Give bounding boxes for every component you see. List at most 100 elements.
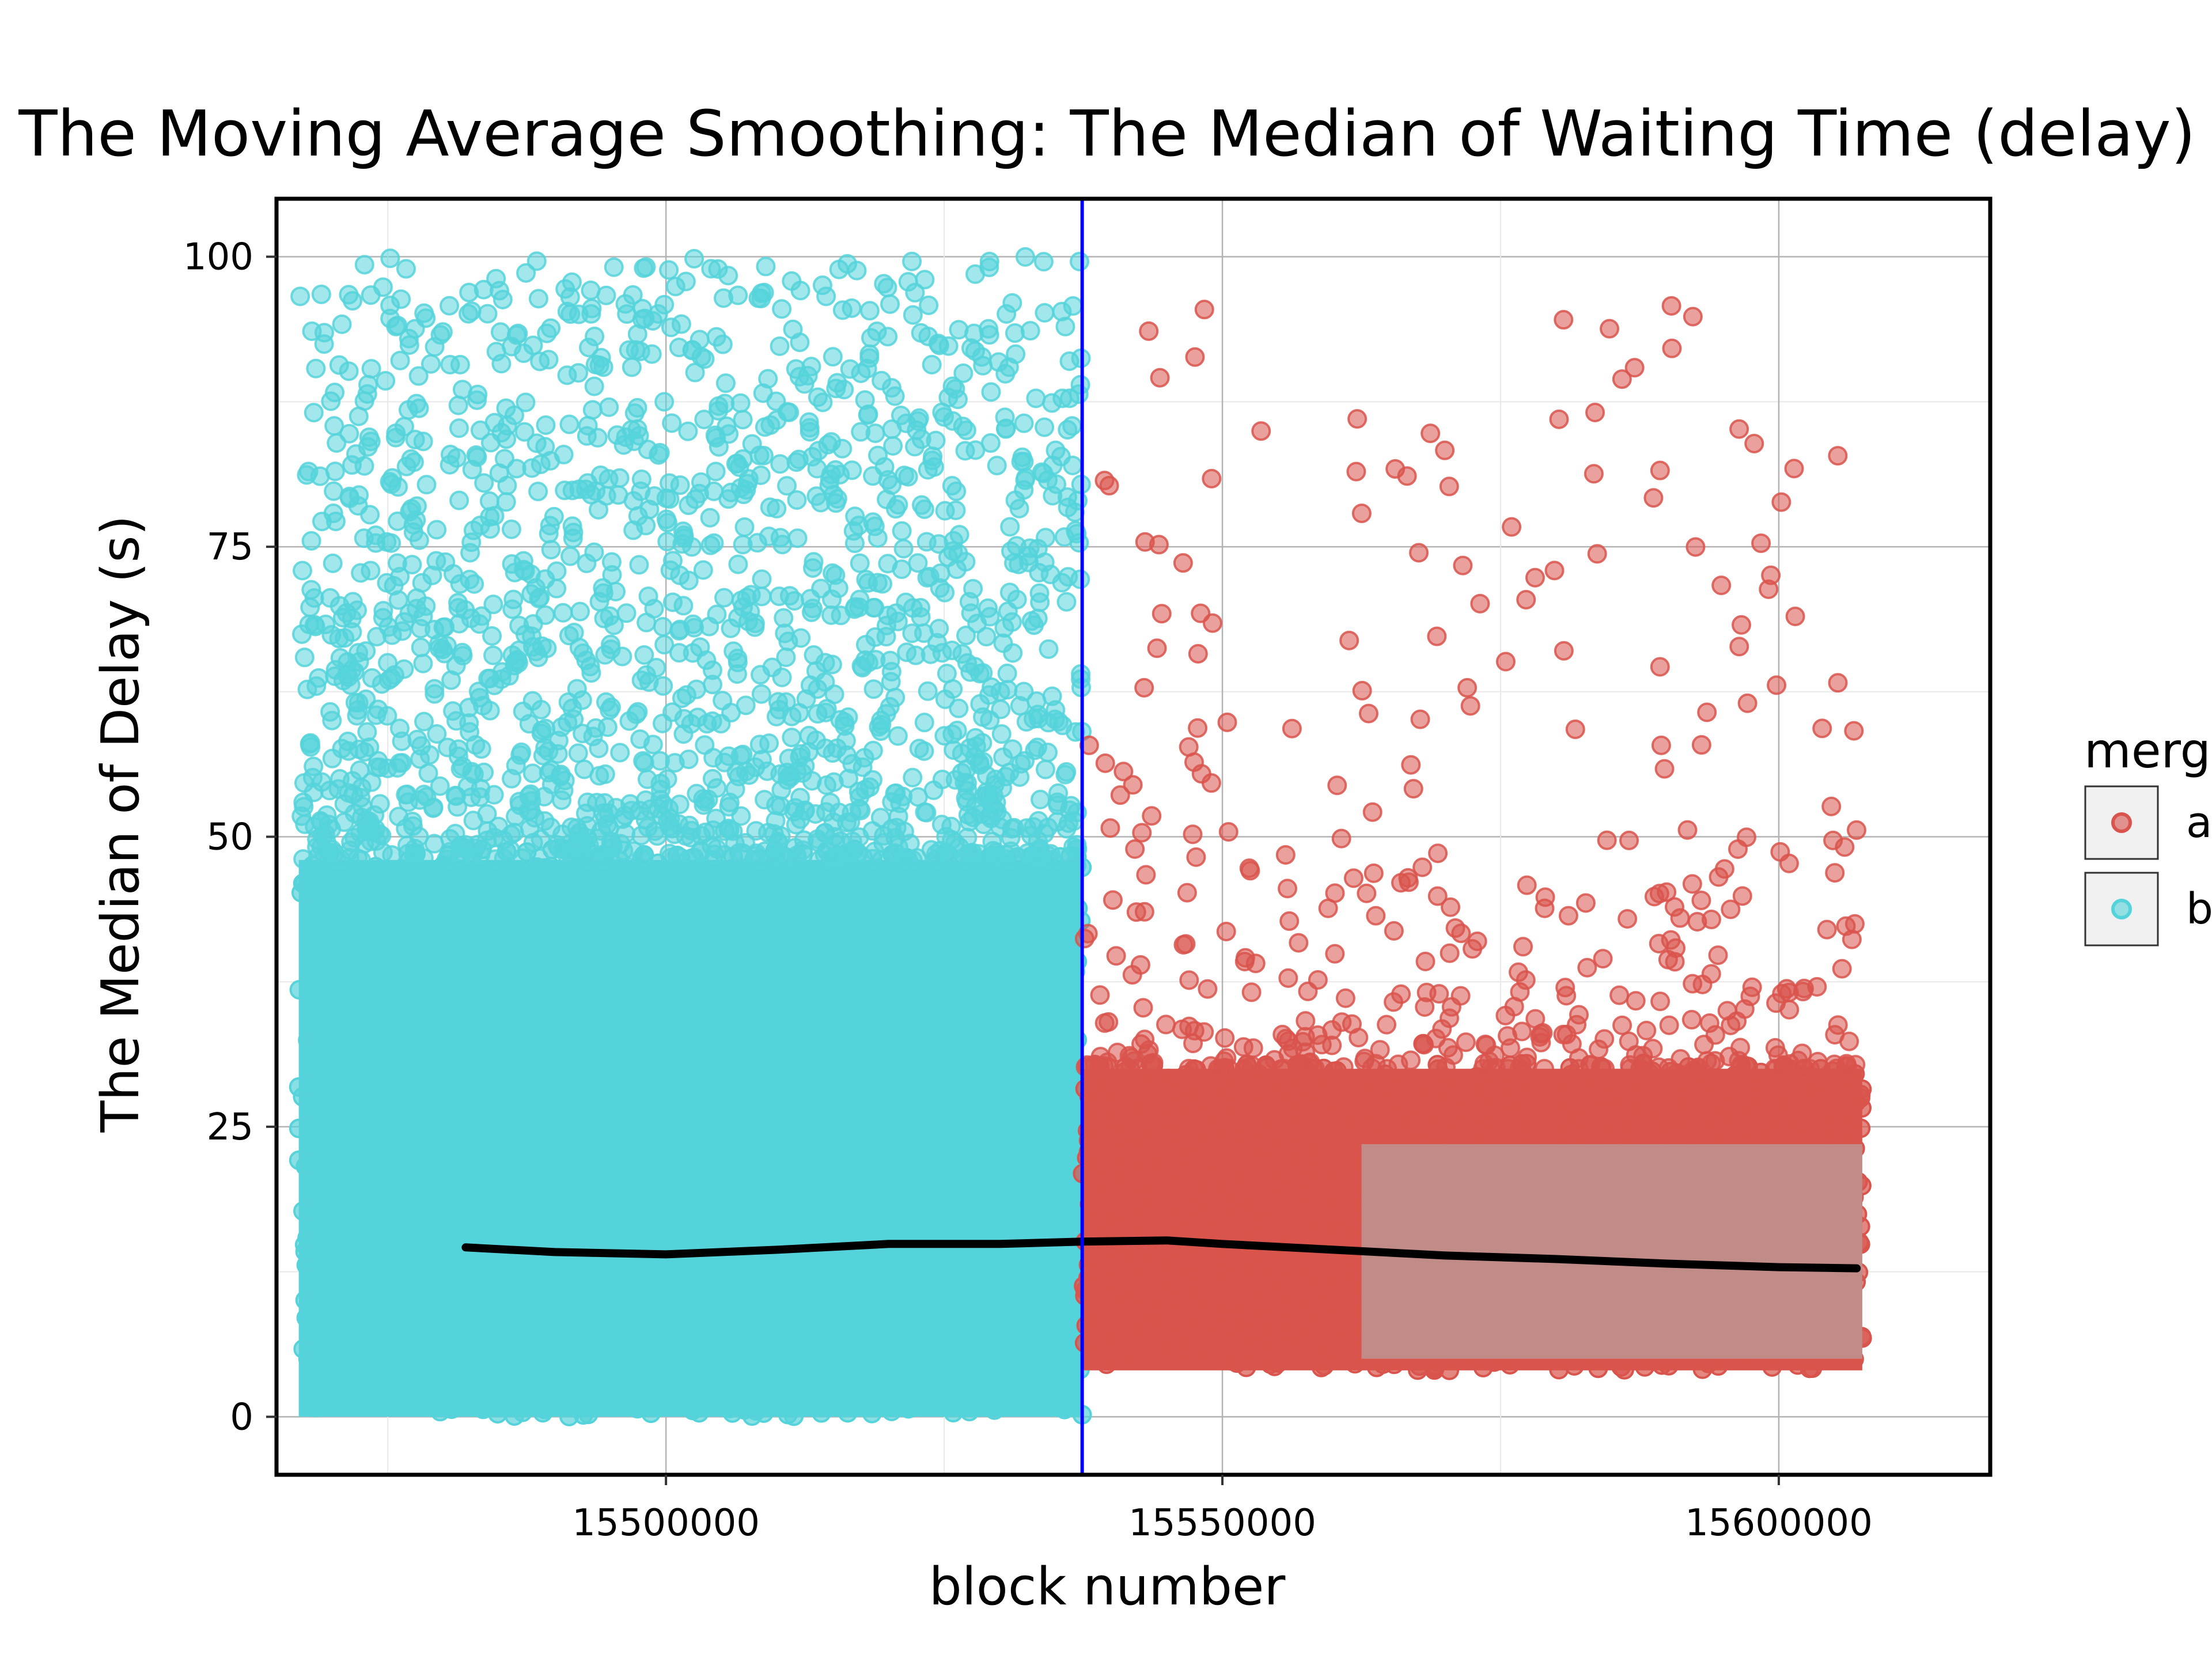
point-b (881, 1402, 902, 1422)
point-b (683, 1274, 703, 1294)
point-a (1624, 358, 1645, 378)
point-b (305, 920, 325, 940)
point-a (1577, 957, 1597, 978)
point-b (528, 1316, 548, 1336)
point-a (1639, 1084, 1660, 1104)
point-a (1828, 673, 1848, 693)
point-a (1722, 1089, 1742, 1109)
point-b (691, 472, 711, 492)
point-b (562, 272, 582, 292)
point-b (643, 735, 663, 755)
point-b (908, 411, 928, 431)
point-a (1645, 1104, 1665, 1125)
point-b (842, 1036, 862, 1057)
point-b (960, 738, 980, 758)
point-b (954, 849, 974, 869)
point-a (1585, 402, 1605, 422)
point-b (690, 1113, 710, 1133)
point-b (793, 981, 813, 1001)
point-b (905, 283, 925, 303)
point-b (450, 759, 471, 779)
point-b (956, 1034, 976, 1054)
point-b (1003, 643, 1023, 663)
point-b (577, 553, 597, 573)
point-b (1009, 554, 1029, 574)
point-a (1327, 775, 1347, 796)
point-b (339, 423, 359, 444)
point-b (389, 753, 410, 773)
point-b (711, 714, 731, 734)
point-a (1347, 409, 1368, 429)
point-b (783, 1295, 804, 1315)
point-b (293, 1339, 313, 1359)
point-a (1075, 1057, 1096, 1077)
point-b (1069, 533, 1089, 553)
point-b (361, 359, 381, 379)
point-b (999, 1038, 1019, 1058)
point-b (527, 251, 547, 271)
point-b (732, 959, 752, 979)
point-b (958, 805, 978, 825)
point-b (1015, 247, 1035, 267)
point-b (343, 1354, 363, 1375)
x-tick-label-2: 15600000 (1685, 1502, 1873, 1544)
point-b (816, 775, 836, 796)
point-b (541, 540, 561, 560)
point-b (599, 1305, 619, 1326)
point-a (1217, 712, 1237, 732)
point-b (347, 1099, 368, 1119)
point-b (497, 416, 517, 436)
point-b (919, 295, 939, 315)
point-b (838, 707, 858, 727)
point-b (514, 1210, 535, 1230)
point-a (1832, 959, 1852, 979)
point-a (1306, 1272, 1326, 1292)
point-b (554, 445, 574, 465)
point-b (801, 357, 821, 377)
point-b (1033, 252, 1054, 272)
point-a (1343, 868, 1363, 888)
point-b (777, 1267, 797, 1287)
chart-title: The Moving Average Smoothing: The Median… (18, 97, 2195, 171)
point-b (361, 285, 381, 305)
point-a (1817, 919, 1837, 940)
point-a (1092, 1180, 1112, 1200)
point-a (1835, 837, 1855, 857)
point-b (627, 397, 647, 418)
point-b (622, 1203, 642, 1224)
point-a (1662, 338, 1682, 358)
x-tick-label-0: 15500000 (572, 1502, 760, 1544)
point-b (676, 920, 696, 940)
point-b (512, 1082, 532, 1102)
point-a (1086, 1338, 1106, 1358)
point-b (382, 1357, 402, 1377)
point-a (1677, 820, 1698, 840)
point-b (323, 553, 343, 573)
point-b (445, 1073, 465, 1093)
point-b (490, 912, 510, 932)
point-b (903, 767, 923, 788)
point-b (532, 912, 552, 932)
point-b (756, 256, 776, 277)
point-b (296, 1308, 316, 1328)
point-a (1651, 735, 1671, 755)
point-b (414, 303, 434, 323)
point-a (1649, 1057, 1669, 1077)
point-a (1846, 820, 1866, 840)
point-b (1033, 876, 1054, 896)
point-b (359, 427, 379, 447)
point-b (314, 1054, 334, 1074)
point-b (924, 457, 944, 477)
point-b (558, 947, 578, 967)
point-b (471, 968, 491, 989)
point-b (355, 1395, 375, 1415)
point-b (358, 1269, 378, 1289)
point-b (903, 850, 923, 870)
point-b (551, 790, 571, 810)
point-b (766, 706, 786, 726)
point-b (508, 323, 528, 343)
point-b (613, 1225, 633, 1245)
point-a (1146, 1311, 1166, 1331)
point-b (347, 1221, 368, 1241)
point-b (938, 336, 959, 356)
